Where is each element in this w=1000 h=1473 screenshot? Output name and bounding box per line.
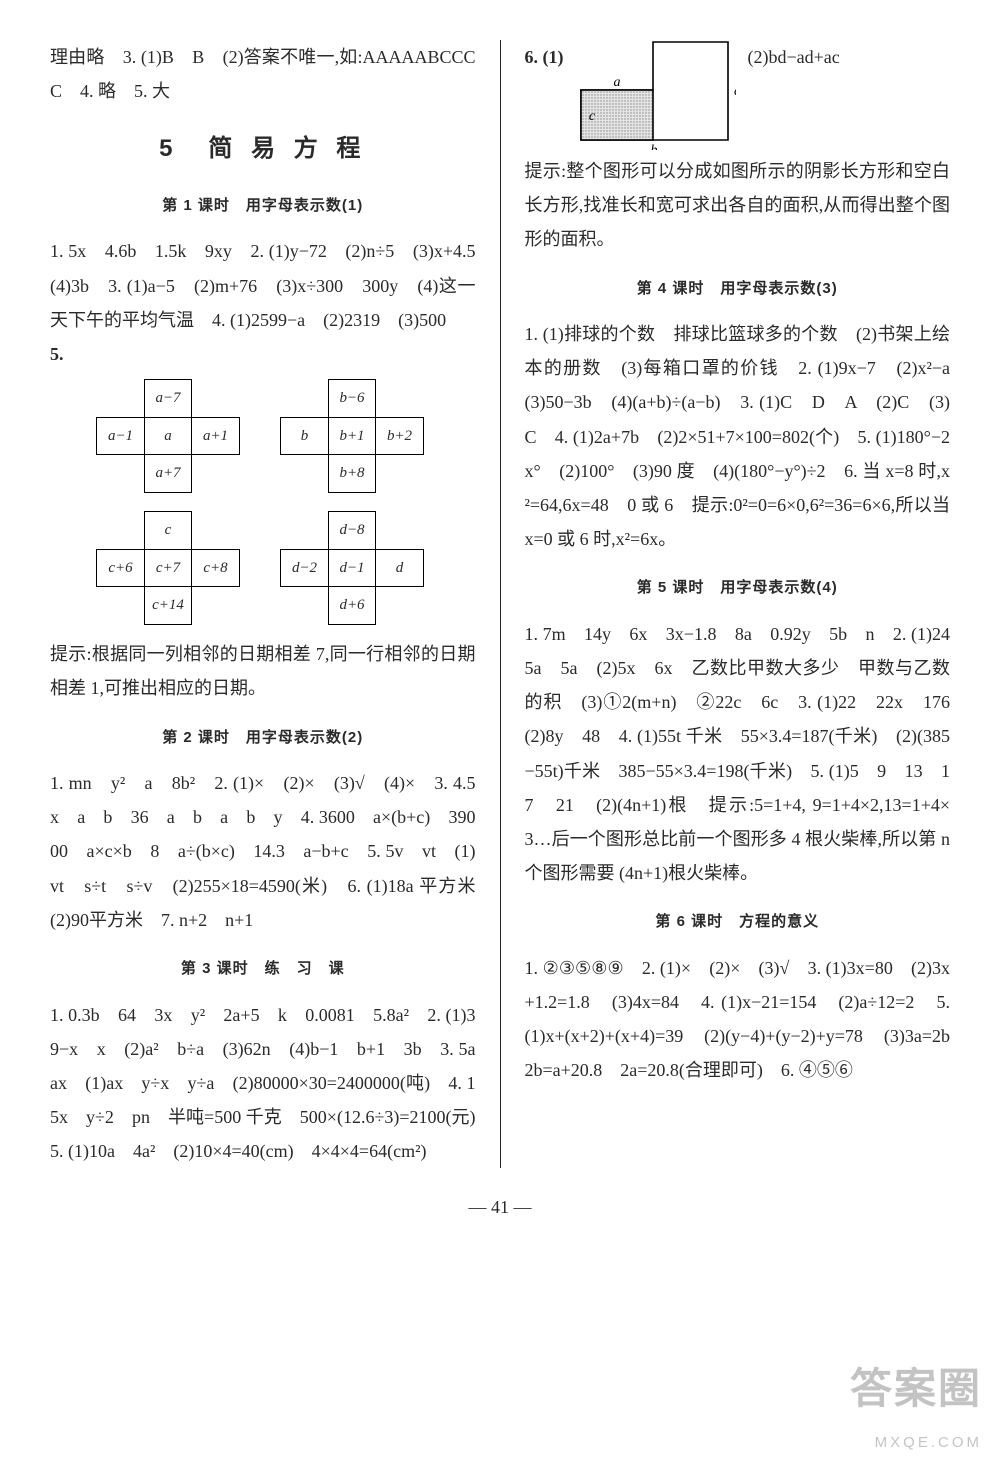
cross-cell bbox=[376, 511, 424, 549]
cross-cell: b−6 bbox=[328, 379, 376, 417]
cross-cell: b+1 bbox=[328, 417, 376, 455]
cross-cell: c+8 bbox=[192, 549, 240, 587]
cross-cell bbox=[96, 455, 144, 493]
cross-cell: d bbox=[376, 549, 424, 587]
page-number: — 41 — bbox=[50, 1190, 950, 1224]
q6-right-answer: (2)bd−ad+ac bbox=[748, 40, 840, 74]
label-d: d bbox=[734, 84, 736, 99]
lesson-2-title: 第 2 课时 用字母表示数(2) bbox=[50, 724, 476, 753]
cross-cell bbox=[192, 455, 240, 493]
cross-cell: c+6 bbox=[96, 549, 144, 587]
lesson-6-body: 1. ②③⑤⑧⑨ 2. (1)× (2)× (3)√ 3. (1)3x=80 (… bbox=[525, 951, 951, 1088]
cross-cell: a+1 bbox=[192, 417, 240, 455]
cross-cell bbox=[192, 587, 240, 625]
intro-text: 理由略 3. (1)B B (2)答案不唯一,如:AAAAABCCCC 4. 略… bbox=[50, 40, 476, 108]
cross-cell: a bbox=[144, 417, 192, 455]
cross-grid-area: a−7a−1aa+1a+7 b−6bb+1b+2b+8 cc+6c+7c+8c+… bbox=[96, 379, 476, 625]
lesson-1-hint: 提示:根据同一列相邻的日期相差 7,同一行相邻的日期相差 1,可推出相应的日期。 bbox=[50, 637, 476, 705]
watermark-small: MXQE.COM bbox=[850, 1429, 982, 1458]
q6-hint: 提示:整个图形可以分成如图所示的阴影长方形和空白长方形,找准长和宽可求出各自的面… bbox=[525, 154, 951, 257]
column-divider bbox=[500, 40, 501, 1168]
lesson-6-title: 第 6 课时 方程的意义 bbox=[525, 908, 951, 937]
cross-2: b−6bb+1b+2b+8 bbox=[280, 379, 424, 493]
cross-cell: d−2 bbox=[280, 549, 328, 587]
cross-cell bbox=[192, 511, 240, 549]
label-b: b bbox=[650, 143, 657, 150]
cross-cell: c+14 bbox=[144, 587, 192, 625]
lesson-3-title: 第 3 课时 练 习 课 bbox=[50, 955, 476, 984]
cross-4: d−8d−2d−1dd+6 bbox=[280, 511, 424, 625]
cross-3: cc+6c+7c+8c+14 bbox=[96, 511, 240, 625]
cross-cell bbox=[96, 587, 144, 625]
lesson-1-body: 1. 5x 4.6b 1.5k 9xy 2. (1)y−72 (2)n÷5 (3… bbox=[50, 234, 476, 337]
cross-cell bbox=[376, 455, 424, 493]
cross-cell bbox=[280, 511, 328, 549]
cross-cell: c bbox=[144, 511, 192, 549]
cross-cell: c+7 bbox=[144, 549, 192, 587]
lesson-2-body: 1. mn y² a 8b² 2. (1)× (2)× (3)√ (4)× 3.… bbox=[50, 766, 476, 937]
q6-label: 6. (1) bbox=[525, 40, 564, 74]
watermark-big: 答案圈 bbox=[850, 1349, 982, 1429]
label-a: a bbox=[613, 75, 620, 90]
cross-1: a−7a−1aa+1a+7 bbox=[96, 379, 240, 493]
chapter-title: 5 简 易 方 程 bbox=[50, 126, 476, 172]
cross-cell: a+7 bbox=[144, 455, 192, 493]
cross-cell: a−1 bbox=[96, 417, 144, 455]
lesson-4-title: 第 4 课时 用字母表示数(3) bbox=[525, 275, 951, 304]
cross-cell: d+6 bbox=[328, 587, 376, 625]
cross-cell: a−7 bbox=[144, 379, 192, 417]
lesson-4-body: 1. (1)排球的个数 排球比篮球多的个数 (2)书架上绘本的册数 (3)每箱口… bbox=[525, 317, 951, 556]
cross-cell: b bbox=[280, 417, 328, 455]
lesson-5-title: 第 5 课时 用字母表示数(4) bbox=[525, 574, 951, 603]
cross-cell: b+2 bbox=[376, 417, 424, 455]
cross-cell: d−8 bbox=[328, 511, 376, 549]
lesson-1-title: 第 1 课时 用字母表示数(1) bbox=[50, 192, 476, 221]
cross-cell bbox=[376, 587, 424, 625]
q5-label: 5. bbox=[50, 337, 476, 371]
cross-cell bbox=[376, 379, 424, 417]
cross-cell bbox=[192, 379, 240, 417]
lesson-3-body: 1. 0.3b 64 3x y² 2a+5 k 0.0081 5.8a² 2. … bbox=[50, 998, 476, 1169]
cross-cell bbox=[280, 379, 328, 417]
cross-cell: d−1 bbox=[328, 549, 376, 587]
cross-cell bbox=[280, 455, 328, 493]
cross-cell: b+8 bbox=[328, 455, 376, 493]
cross-cell bbox=[96, 511, 144, 549]
l-shape-figure: a c b d bbox=[576, 40, 736, 150]
cross-cell bbox=[96, 379, 144, 417]
label-c: c bbox=[588, 109, 595, 124]
lesson-5-body: 1. 7m 14y 6x 3x−1.8 8a 0.92y 5b n 2. (1)… bbox=[525, 617, 951, 891]
watermark: 答案圈 MXQE.COM bbox=[850, 1349, 982, 1457]
cross-cell bbox=[280, 587, 328, 625]
